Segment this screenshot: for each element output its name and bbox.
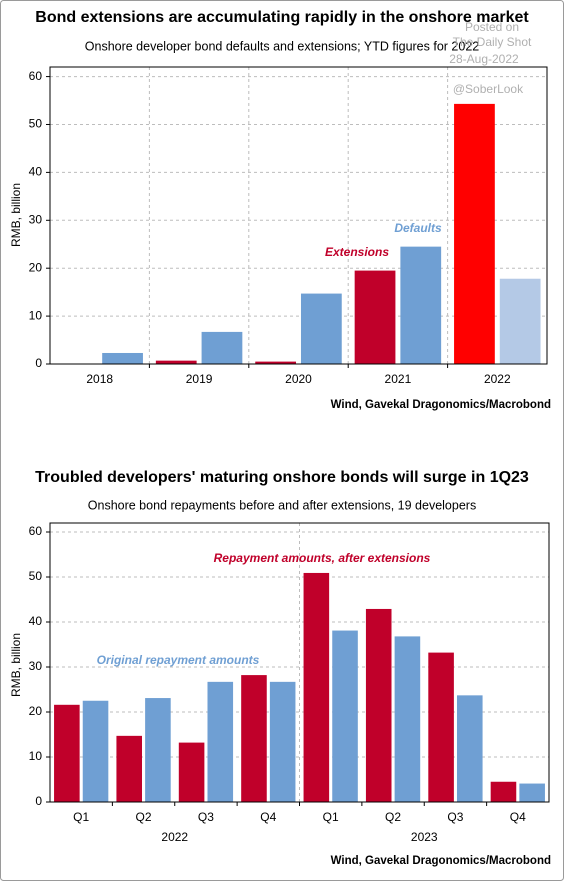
y-tick-label: 10 [29, 749, 43, 763]
y-tick-label: 50 [29, 569, 43, 583]
bar [454, 103, 495, 364]
source: Wind, Gavekal Dragonomics/Macrobond [331, 855, 551, 867]
y-tick-label: 20 [29, 260, 43, 274]
plot-frame [49, 66, 548, 365]
y-tick-label: 60 [29, 69, 43, 83]
series-label: Extensions [325, 245, 389, 259]
chart-subtitle: Onshore developer bond defaults and exte… [85, 39, 480, 53]
source: Wind, Gavekal Dragonomics/Macrobond [331, 399, 551, 411]
x-tick-label: 2022 [484, 372, 511, 386]
group-label: 2022 [161, 830, 188, 844]
y-tick-label: 10 [29, 308, 43, 322]
x-tick-label: Q2 [385, 810, 401, 824]
bar [490, 781, 517, 802]
bar [116, 735, 143, 802]
bar [207, 681, 234, 802]
bar [255, 361, 297, 364]
y-tick-label: 30 [29, 212, 43, 226]
y-tick-label: 40 [29, 165, 43, 179]
bar [241, 675, 267, 802]
chart-title: Troubled developers' maturing onshore bo… [35, 469, 529, 486]
bar [394, 636, 421, 802]
x-tick-label: Q1 [323, 810, 339, 824]
x-tick-label: 2020 [285, 372, 312, 386]
bar [428, 652, 454, 802]
y-axis-label: RMB, billion [9, 183, 23, 247]
bar [519, 783, 545, 802]
bar [300, 293, 342, 364]
x-tick-label: 2021 [385, 372, 412, 386]
chart-title: Bond extensions are accumulating rapidly… [35, 9, 529, 26]
y-tick-label: 0 [35, 356, 42, 370]
y-tick-label: 50 [29, 117, 43, 131]
bar [269, 681, 296, 802]
y-tick-label: 0 [35, 794, 42, 808]
series-label: Defaults [394, 221, 442, 235]
x-tick-label: 2019 [186, 372, 213, 386]
bar [303, 572, 330, 802]
y-axis-label: RMB, billion [9, 633, 23, 697]
watermark: Posted on [465, 20, 519, 34]
x-tick-label: Q3 [198, 810, 214, 824]
plot-frame [49, 522, 550, 803]
x-tick-label: 2018 [86, 372, 113, 386]
x-tick-label: Q1 [73, 810, 89, 824]
series-label: Original repayment amounts [97, 653, 260, 667]
bar [332, 630, 358, 802]
bar [102, 352, 143, 364]
x-tick-label: Q4 [510, 810, 526, 824]
bar [178, 742, 205, 802]
bar [54, 704, 80, 802]
bar [365, 608, 392, 802]
bar [354, 270, 396, 364]
bar [82, 700, 109, 802]
series-label: Repayment amounts, after extensions [214, 551, 431, 565]
x-tick-label: Q3 [447, 810, 463, 824]
group-label: 2023 [411, 830, 438, 844]
bar [499, 278, 541, 364]
y-tick-label: 40 [29, 614, 43, 628]
bar [145, 698, 171, 802]
y-tick-label: 20 [29, 704, 43, 718]
watermark: @SoberLook [453, 82, 524, 96]
y-tick-label: 30 [29, 659, 43, 673]
watermark: 28-Aug-2022 [449, 52, 519, 66]
bar [400, 246, 442, 364]
watermark: The Daily Shot [453, 35, 532, 49]
y-tick-label: 60 [29, 524, 43, 538]
bar [456, 695, 483, 802]
x-tick-label: Q2 [136, 810, 152, 824]
x-tick-label: Q4 [260, 810, 276, 824]
bar [155, 360, 197, 364]
chart-subtitle: Onshore bond repayments before and after… [88, 498, 476, 512]
bar [201, 331, 243, 364]
